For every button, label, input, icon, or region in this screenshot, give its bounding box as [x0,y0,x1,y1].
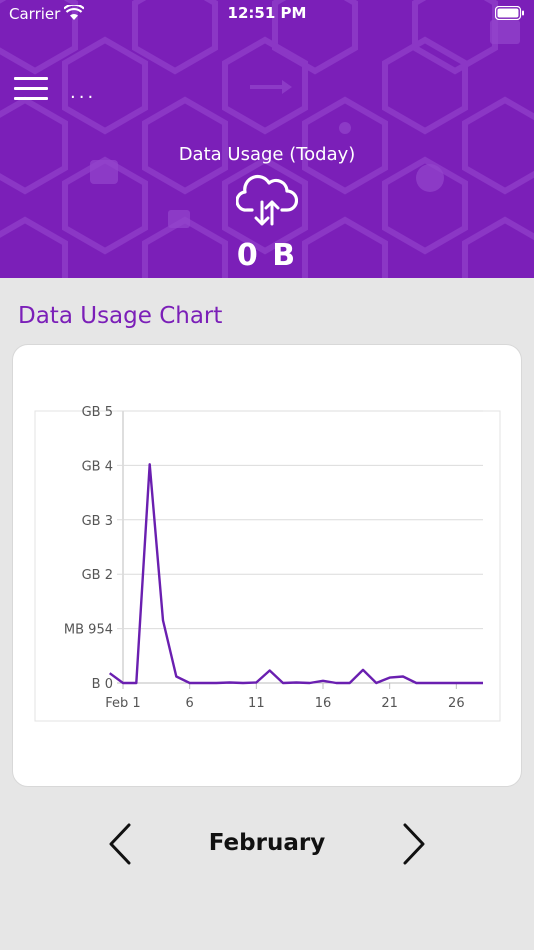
x-tick-label: 6 [186,696,194,711]
previous-month-button[interactable] [105,822,139,866]
month-label: February [208,830,326,856]
clock: 12:51 PM [227,4,307,22]
hexagon-pattern-background [0,0,534,278]
chevron-right-icon [403,823,425,865]
data-series-line [108,463,483,685]
x-tick-label: Feb 1 [105,696,140,711]
chart-card: B 0 MB 954 GB 2 GB 3 GB 4 GB 5 Feb 1 6 11 16 21 26 [12,344,522,787]
next-month-button[interactable] [395,822,429,866]
section-title: Data Usage Chart [18,303,223,329]
y-tick-label: GB 4 [82,459,113,474]
more-options-icon[interactable]: ... [70,82,97,103]
x-tick-label: 26 [448,696,465,711]
battery-icon [495,6,524,20]
header-banner: Carrier 12:51 PM ... Data Usage (Today) … [0,0,534,278]
hamburger-menu-icon[interactable] [14,77,48,101]
y-tick-label: GB 2 [82,568,113,583]
carrier-label: Carrier [9,5,61,23]
y-tick-label: MB 954 [64,623,113,638]
usage-value: 0 B [236,238,298,273]
chart-frame [34,410,501,722]
usage-title: Data Usage (Today) [178,144,356,165]
y-tick-label: GB 5 [82,405,113,420]
wifi-icon [64,5,84,20]
x-tick-label: 16 [315,696,332,711]
usage-line-chart: B 0 MB 954 GB 2 GB 3 GB 4 GB 5 Feb 1 6 11 16 21 26 [34,405,501,722]
cloud-transfer-icon [236,174,298,226]
x-tick-label: 21 [381,696,398,711]
status-bar: Carrier 12:51 PM [0,0,534,28]
chevron-left-icon [109,823,131,865]
y-tick-label: B 0 [92,677,113,692]
x-tick-label: 11 [248,696,265,711]
y-tick-label: GB 3 [82,514,113,529]
